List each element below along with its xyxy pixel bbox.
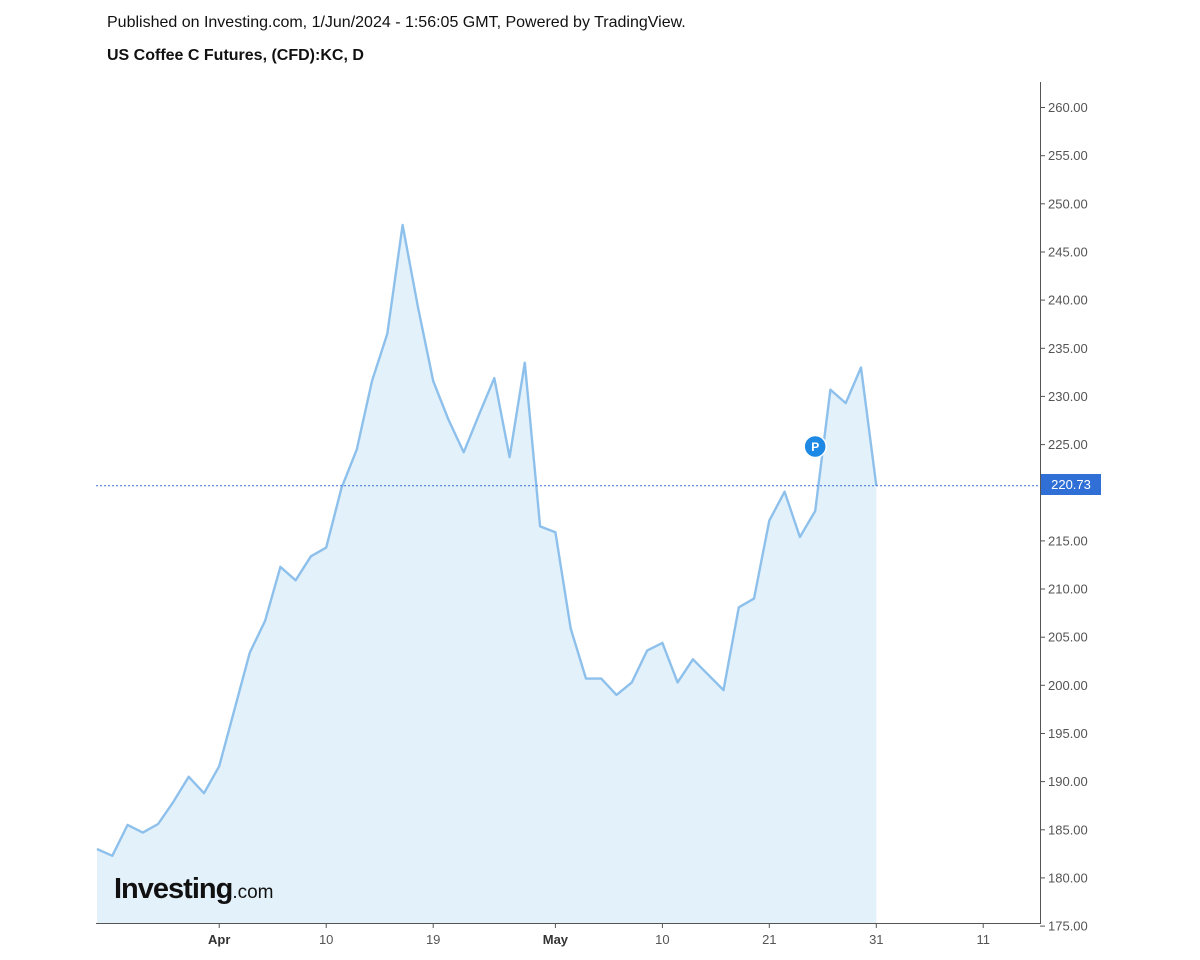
y-tick-label: 255.00 [1048, 148, 1088, 163]
y-tick-label: 230.00 [1048, 389, 1088, 404]
y-tick-label: 210.00 [1048, 582, 1088, 597]
y-tick-label: 195.00 [1048, 726, 1088, 741]
published-note: Published on Investing.com, 1/Jun/2024 -… [107, 14, 686, 31]
y-tick-label: 175.00 [1048, 919, 1088, 934]
x-tick-label: 21 [762, 932, 776, 947]
y-tick-label: 245.00 [1048, 245, 1088, 260]
x-tick-label: 19 [426, 932, 440, 947]
x-tick-label: 31 [869, 932, 883, 947]
y-tick-label: 180.00 [1048, 870, 1088, 885]
price-line [96, 223, 878, 857]
x-tick-label: 10 [655, 932, 669, 947]
y-tick-label: 240.00 [1048, 293, 1088, 308]
chart-title[interactable]: US Coffee C Futures, (CFD):KC, D [107, 47, 364, 64]
price-area-fill [97, 225, 877, 923]
x-tick-label: 11 [976, 932, 990, 947]
x-tick-label: 10 [319, 932, 333, 947]
x-tick-label: May [543, 932, 569, 947]
investing-logo: Investing.com [114, 873, 274, 906]
last-price-label: 220.73 [1041, 474, 1101, 495]
p-marker-label: P [811, 440, 819, 454]
y-tick-label: 235.00 [1048, 341, 1088, 356]
logo-main-text: Investing [114, 873, 233, 905]
x-tick-label: Apr [208, 932, 230, 947]
p-marker-icon [803, 434, 827, 459]
y-tick-label: 185.00 [1048, 822, 1088, 837]
y-tick-label: 225.00 [1048, 437, 1088, 452]
y-tick-label: 200.00 [1048, 678, 1088, 693]
y-tick-label: 190.00 [1048, 774, 1088, 789]
y-tick-label: 215.00 [1048, 533, 1088, 548]
logo-suffix-text: .com [232, 882, 274, 903]
y-tick-label: 250.00 [1048, 196, 1088, 211]
y-tick-label: 205.00 [1048, 630, 1088, 645]
y-tick-label: 260.00 [1048, 100, 1088, 115]
